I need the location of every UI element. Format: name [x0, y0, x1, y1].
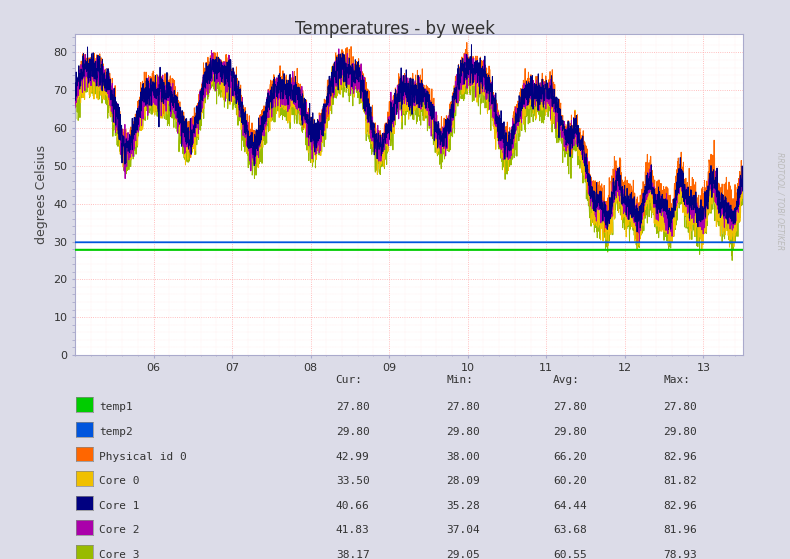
Text: Physical id 0: Physical id 0 — [99, 452, 186, 462]
Text: Temperatures - by week: Temperatures - by week — [295, 20, 495, 37]
Text: 37.04: 37.04 — [446, 525, 480, 536]
Text: 27.80: 27.80 — [336, 402, 370, 413]
Text: 29.80: 29.80 — [336, 427, 370, 437]
Text: 28.09: 28.09 — [446, 476, 480, 486]
Text: 41.83: 41.83 — [336, 525, 370, 536]
Text: Cur:: Cur: — [336, 375, 363, 385]
Text: Core 3: Core 3 — [99, 550, 139, 559]
Text: 63.68: 63.68 — [553, 525, 587, 536]
Text: 64.44: 64.44 — [553, 501, 587, 511]
Text: 81.82: 81.82 — [664, 476, 698, 486]
Text: Max:: Max: — [664, 375, 690, 385]
Text: Core 2: Core 2 — [99, 525, 139, 536]
Text: 38.17: 38.17 — [336, 550, 370, 559]
Text: 40.66: 40.66 — [336, 501, 370, 511]
Text: temp1: temp1 — [99, 402, 133, 413]
Text: 60.55: 60.55 — [553, 550, 587, 559]
Text: 66.20: 66.20 — [553, 452, 587, 462]
Text: 27.80: 27.80 — [664, 402, 698, 413]
Text: 42.99: 42.99 — [336, 452, 370, 462]
Text: 29.80: 29.80 — [553, 427, 587, 437]
Text: temp2: temp2 — [99, 427, 133, 437]
Text: 29.80: 29.80 — [664, 427, 698, 437]
Text: Min:: Min: — [446, 375, 473, 385]
Text: 33.50: 33.50 — [336, 476, 370, 486]
Text: 29.05: 29.05 — [446, 550, 480, 559]
Y-axis label: degrees Celsius: degrees Celsius — [35, 145, 47, 244]
Text: 35.28: 35.28 — [446, 501, 480, 511]
Text: 82.96: 82.96 — [664, 501, 698, 511]
Text: 82.96: 82.96 — [664, 452, 698, 462]
Text: Core 1: Core 1 — [99, 501, 139, 511]
Text: 27.80: 27.80 — [446, 402, 480, 413]
Text: 38.00: 38.00 — [446, 452, 480, 462]
Text: RRDTOOL / TOBI OETIKER: RRDTOOL / TOBI OETIKER — [776, 152, 784, 250]
Text: 81.96: 81.96 — [664, 525, 698, 536]
Text: Core 0: Core 0 — [99, 476, 139, 486]
Text: 29.80: 29.80 — [446, 427, 480, 437]
Text: 78.93: 78.93 — [664, 550, 698, 559]
Text: 27.80: 27.80 — [553, 402, 587, 413]
Text: Avg:: Avg: — [553, 375, 580, 385]
Text: 60.20: 60.20 — [553, 476, 587, 486]
